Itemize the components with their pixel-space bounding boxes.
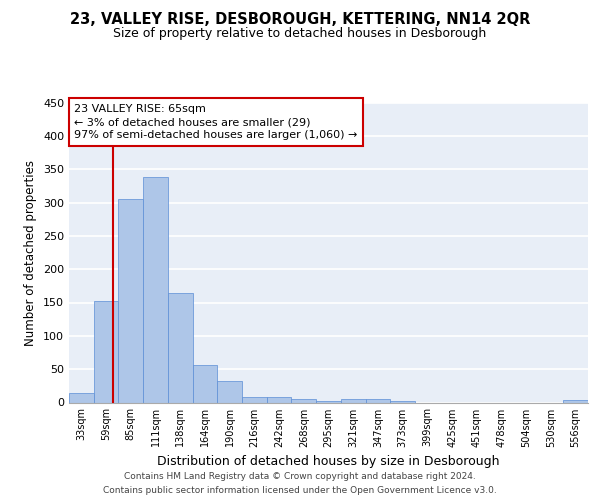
- Text: 23, VALLEY RISE, DESBOROUGH, KETTERING, NN14 2QR: 23, VALLEY RISE, DESBOROUGH, KETTERING, …: [70, 12, 530, 28]
- Text: Contains public sector information licensed under the Open Government Licence v3: Contains public sector information licen…: [103, 486, 497, 495]
- Bar: [168, 292, 193, 403]
- Bar: [143, 177, 168, 402]
- Bar: [316, 400, 341, 402]
- Bar: [193, 364, 217, 403]
- Bar: [292, 399, 316, 402]
- Bar: [118, 199, 143, 402]
- Bar: [69, 392, 94, 402]
- Bar: [341, 399, 365, 402]
- Text: Contains HM Land Registry data © Crown copyright and database right 2024.: Contains HM Land Registry data © Crown c…: [124, 472, 476, 481]
- Bar: [94, 301, 118, 402]
- Bar: [390, 400, 415, 402]
- X-axis label: Distribution of detached houses by size in Desborough: Distribution of detached houses by size …: [157, 455, 500, 468]
- Y-axis label: Number of detached properties: Number of detached properties: [25, 160, 37, 346]
- Bar: [217, 380, 242, 402]
- Bar: [242, 396, 267, 402]
- Bar: [267, 397, 292, 402]
- Bar: [563, 400, 588, 402]
- Bar: [365, 399, 390, 402]
- Text: Size of property relative to detached houses in Desborough: Size of property relative to detached ho…: [113, 28, 487, 40]
- Text: 23 VALLEY RISE: 65sqm
← 3% of detached houses are smaller (29)
97% of semi-detac: 23 VALLEY RISE: 65sqm ← 3% of detached h…: [74, 104, 358, 141]
